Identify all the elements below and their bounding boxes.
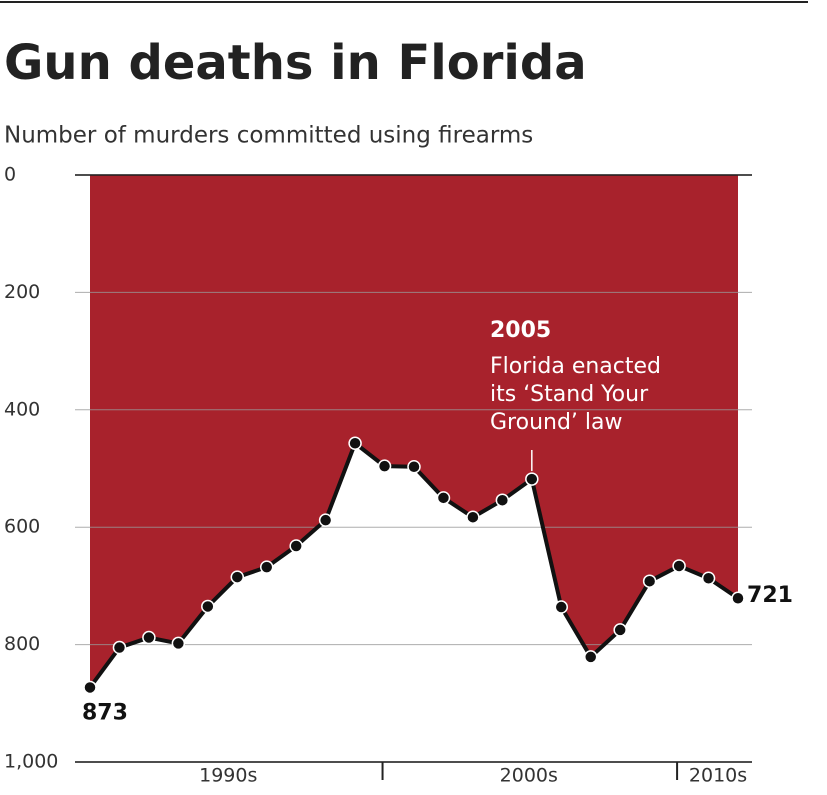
annotation-text: Florida enacted [490,354,661,379]
point [201,599,215,614]
point [377,459,392,473]
point [259,560,274,574]
point [672,559,686,573]
annotation-title: 2005 [490,318,551,343]
annotation-text: Ground’ law [490,410,623,435]
value-label: 873 [82,700,128,725]
point [230,570,245,584]
x-group-label: 2010s [689,765,747,787]
y-tick-label: 800 [4,633,40,655]
point [613,623,627,637]
point [142,630,156,645]
value-label: 721 [747,583,793,608]
point [583,650,598,664]
point [318,513,333,527]
point [731,591,745,605]
y-tick-label: 200 [4,281,40,303]
point [289,539,303,553]
point [701,571,716,586]
point [642,574,657,588]
x-group-label: 2000s [500,765,558,787]
point [171,636,186,651]
point [112,640,127,655]
chart-title: Gun deaths in Florida [4,35,587,91]
point [83,680,97,695]
point [407,459,421,474]
point [495,493,510,507]
point [525,472,539,486]
area [90,175,738,688]
point [466,510,480,524]
point [436,491,451,505]
y-tick-label: 400 [4,398,40,420]
y-tick-label: 1,000 [4,751,58,773]
x-group-label: 1990s [199,765,257,787]
y-tick-label: 0 [4,164,16,186]
chart-subtitle: Number of murders committed using firear… [4,123,533,149]
annotation-text: its ‘Stand Your [490,382,649,407]
point [554,600,569,614]
y-tick-label: 600 [4,516,40,538]
point [348,436,362,451]
